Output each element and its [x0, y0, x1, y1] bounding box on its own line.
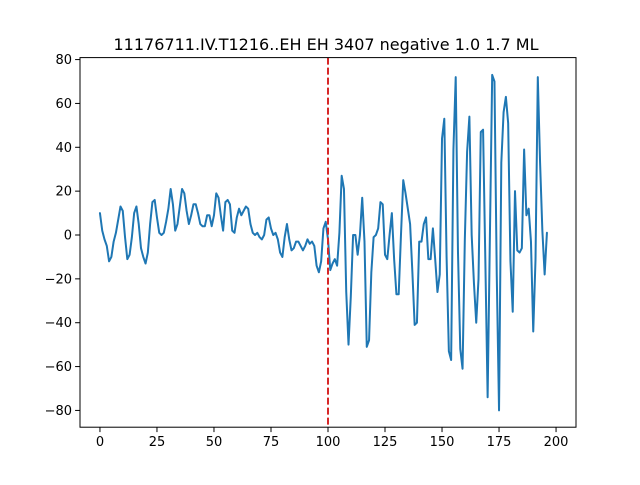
x-axis: 0 25 50 75 100 125 150 175 200 [96, 427, 569, 450]
x-tick-label: 75 [263, 435, 280, 450]
x-tick-label: 175 [487, 435, 512, 450]
x-tick-label: 100 [316, 435, 341, 450]
x-tick-label: 150 [430, 435, 455, 450]
x-tick-label: 0 [96, 435, 104, 450]
y-tick-label: −40 [45, 316, 72, 331]
y-tick-label: 20 [55, 185, 72, 200]
y-tick-label: −80 [45, 404, 72, 419]
y-tick-label: 0 [64, 228, 72, 243]
y-tick-label: 40 [55, 141, 72, 156]
x-tick-label: 25 [149, 435, 166, 450]
series-line-0 [98, 73, 548, 412]
y-tick-label: −20 [45, 272, 72, 287]
y-tick-label: 60 [55, 97, 72, 112]
x-tick-label: 200 [544, 435, 569, 450]
x-tick-label: 50 [206, 435, 223, 450]
chart-title: 11176711.IV.T1216..EH EH 3407 negative 1… [114, 35, 539, 54]
y-tick-label: 80 [55, 53, 72, 68]
plot-area-frame [79, 57, 577, 428]
y-axis: −80 −60 −40 −20 0 20 40 60 80 [45, 53, 80, 419]
series-layer [98, 73, 548, 412]
y-tick-label: −60 [45, 360, 72, 375]
x-tick-label: 125 [373, 435, 398, 450]
